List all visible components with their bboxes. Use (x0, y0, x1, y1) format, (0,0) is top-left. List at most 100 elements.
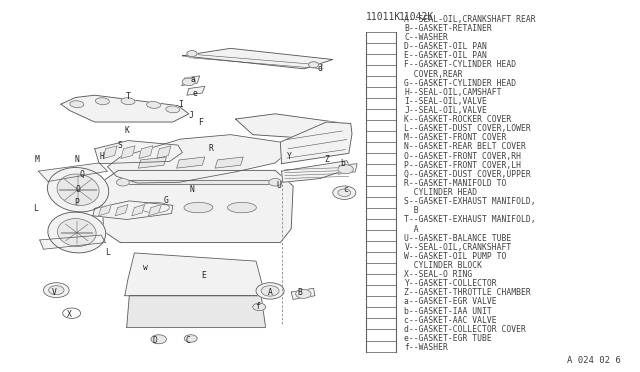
Ellipse shape (147, 102, 161, 108)
Text: W--GASKET-OIL PUMP TO: W--GASKET-OIL PUMP TO (404, 252, 507, 261)
Text: A: A (404, 224, 419, 234)
Ellipse shape (184, 202, 212, 213)
Polygon shape (108, 135, 288, 183)
Text: N--GASKET-REAR BELT COVER: N--GASKET-REAR BELT COVER (404, 142, 526, 151)
Text: M--GASKET-FRONT COVER: M--GASKET-FRONT COVER (404, 134, 507, 142)
Text: B: B (297, 288, 302, 296)
Polygon shape (187, 86, 205, 95)
Text: e--GASKET-EGR TUBE: e--GASKET-EGR TUBE (404, 334, 492, 343)
Text: b: b (340, 159, 345, 168)
Text: c: c (343, 185, 348, 194)
Circle shape (296, 289, 311, 298)
Polygon shape (291, 288, 315, 299)
Text: M: M (35, 155, 40, 164)
Polygon shape (157, 146, 171, 158)
Text: X--SEAL-O RING: X--SEAL-O RING (404, 270, 473, 279)
Text: C--WASHER: C--WASHER (404, 33, 449, 42)
Polygon shape (99, 205, 111, 216)
Text: F: F (198, 118, 204, 127)
Polygon shape (127, 296, 266, 327)
Text: O: O (76, 185, 81, 194)
Text: N: N (189, 185, 195, 194)
Ellipse shape (57, 174, 99, 205)
Text: T: T (125, 92, 131, 101)
Text: H: H (100, 152, 105, 161)
Text: K--GASKET-ROCKER COVER: K--GASKET-ROCKER COVER (404, 115, 512, 124)
Text: F--GASKET-CYLINDER HEAD: F--GASKET-CYLINDER HEAD (404, 61, 516, 70)
Text: V: V (51, 288, 56, 296)
Text: COVER,REAR: COVER,REAR (404, 70, 463, 78)
Ellipse shape (58, 219, 96, 246)
Text: K: K (124, 126, 129, 135)
Polygon shape (236, 114, 347, 139)
Text: b--GASKET-IAA UNIT: b--GASKET-IAA UNIT (404, 307, 492, 315)
Polygon shape (115, 205, 128, 216)
Text: a--GASKET-EGR VALVE: a--GASKET-EGR VALVE (404, 298, 497, 307)
Text: D--GASKET-OIL PAN: D--GASKET-OIL PAN (404, 42, 487, 51)
Text: P--GASKET-FRONT COVER,LH: P--GASKET-FRONT COVER,LH (404, 161, 522, 170)
Polygon shape (182, 48, 333, 69)
Text: U--GASKET-BALANCE TUBE: U--GASKET-BALANCE TUBE (404, 234, 512, 243)
Ellipse shape (166, 106, 180, 113)
Text: I: I (178, 100, 183, 109)
Circle shape (261, 286, 279, 296)
Circle shape (151, 335, 166, 344)
Polygon shape (38, 163, 108, 182)
Polygon shape (148, 205, 161, 216)
Polygon shape (61, 95, 189, 122)
Polygon shape (93, 201, 173, 219)
Ellipse shape (47, 167, 109, 212)
Polygon shape (40, 235, 106, 249)
Circle shape (256, 283, 284, 299)
Text: CYLINDER BLOCK: CYLINDER BLOCK (404, 261, 483, 270)
Text: c--GASKET-AAC VALVE: c--GASKET-AAC VALVE (404, 315, 497, 325)
Text: Y--GASKET-COLLECTOR: Y--GASKET-COLLECTOR (404, 279, 497, 288)
Polygon shape (338, 164, 357, 174)
Polygon shape (132, 205, 145, 216)
Text: Y: Y (287, 152, 292, 161)
Text: Z--GASKET-THROTTLE CHAMBER: Z--GASKET-THROTTLE CHAMBER (404, 288, 531, 297)
Text: G--GASKET-CYLINDER HEAD: G--GASKET-CYLINDER HEAD (404, 78, 516, 88)
Circle shape (187, 51, 197, 57)
Text: O--GASKET-FRONT COVER,RH: O--GASKET-FRONT COVER,RH (404, 152, 522, 161)
Ellipse shape (121, 98, 135, 105)
Text: C: C (186, 336, 191, 345)
Text: J: J (188, 111, 193, 120)
Text: e: e (193, 89, 198, 97)
Text: E--GASKET-OIL PAN: E--GASKET-OIL PAN (404, 51, 487, 60)
Polygon shape (138, 157, 166, 168)
Text: D: D (152, 336, 157, 345)
Text: CYLINDER HEAD: CYLINDER HEAD (404, 188, 477, 197)
Ellipse shape (228, 202, 256, 213)
Text: 11042K: 11042K (399, 12, 434, 22)
Polygon shape (103, 146, 117, 158)
Text: Q--GASKET-DUST COVER,UPPER: Q--GASKET-DUST COVER,UPPER (404, 170, 531, 179)
Polygon shape (182, 76, 200, 86)
Text: G: G (164, 196, 169, 205)
Text: L: L (33, 204, 38, 213)
Text: Q: Q (79, 170, 84, 179)
Circle shape (269, 179, 282, 186)
Text: E: E (201, 271, 206, 280)
Text: L: L (105, 248, 110, 257)
Text: U: U (276, 182, 281, 190)
Polygon shape (101, 170, 293, 243)
Polygon shape (139, 146, 153, 158)
Circle shape (49, 286, 64, 295)
Polygon shape (177, 157, 205, 168)
Text: d: d (317, 64, 323, 73)
Text: T--GASKET-EXHAUST MANIFOLD,: T--GASKET-EXHAUST MANIFOLD, (404, 215, 536, 224)
Text: V--SEAL-OIL,CRANKSHAFT: V--SEAL-OIL,CRANKSHAFT (404, 243, 512, 252)
Text: L--GASKET-DUST COVER,LOWER: L--GASKET-DUST COVER,LOWER (404, 124, 531, 133)
Text: A: A (268, 288, 273, 296)
Text: P: P (74, 198, 79, 207)
Text: a: a (191, 76, 196, 84)
Text: X: X (67, 310, 72, 319)
Polygon shape (125, 253, 268, 296)
Circle shape (184, 335, 197, 342)
Text: B--GASKET-RETAINER: B--GASKET-RETAINER (404, 24, 492, 33)
Circle shape (338, 165, 353, 174)
Text: S: S (118, 141, 123, 150)
Text: w: w (143, 263, 148, 272)
Circle shape (116, 179, 129, 186)
